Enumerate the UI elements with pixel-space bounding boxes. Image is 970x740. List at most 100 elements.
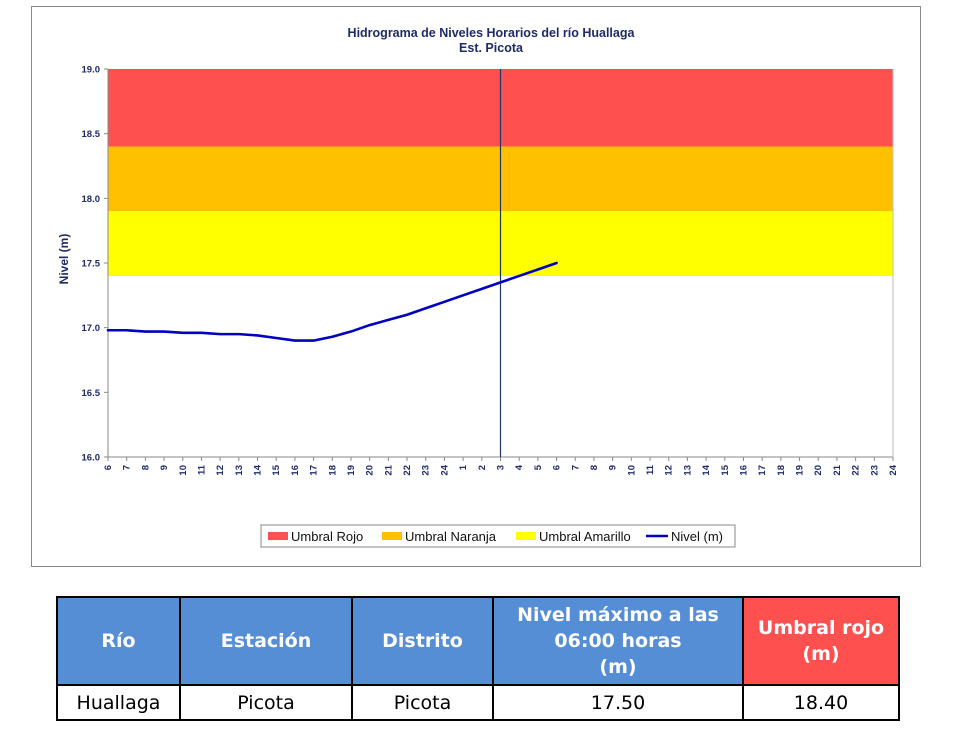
data-point [462,294,464,297]
x-tick-label: 6 [552,465,563,470]
x-tick-label: 3 [496,465,507,470]
x-tick-label: 12 [664,465,675,476]
x-tick-label: 13 [234,465,245,476]
data-point [294,339,296,342]
x-tick-label: 14 [253,464,264,475]
x-tick-label: 21 [832,464,843,475]
x-tick-label: 15 [271,464,282,475]
legend-label-2: Umbral Amarillo [539,529,631,544]
x-tick-label: 12 [215,465,226,476]
x-tick-label: 22 [851,465,862,476]
table-header-row: Río Estación Distrito Nivel máximo a las… [56,596,900,686]
data-point [256,334,259,337]
data-point [331,335,334,338]
x-tick-label: 16 [290,465,301,476]
x-tick-label: 17 [757,465,768,476]
legend-label-3: Nivel (m) [671,529,723,544]
x-tick-label: 17 [309,465,320,476]
x-tick-label: 8 [140,465,151,470]
data-point [481,288,483,290]
x-tick-label: 10 [178,465,189,476]
x-tick-label: 4 [514,464,525,470]
table-row: Huallaga Picota Picota 17.50 18.40 [56,684,900,721]
y-tick-label: 16.5 [82,388,101,399]
data-point [424,307,427,310]
y-tick-label: 16.0 [82,453,101,464]
header-umbral-line-2: (m) [802,643,840,665]
x-tick-label: 6 [103,465,114,470]
x-tick-label: 13 [682,465,693,476]
x-tick-label: 24 [439,464,450,475]
header-distrito-text: Distrito [382,630,463,652]
data-point [499,281,502,284]
header-umbral-line-1: Umbral rojo [757,617,885,639]
x-tick-label: 20 [365,465,376,476]
x-tick-label: 2 [477,465,488,470]
data-point [368,324,371,326]
data-point [312,339,315,342]
cell-nivel-maximo: 17.50 [492,684,744,721]
cell-estacion: Picota [179,684,353,721]
x-tick-label: 22 [402,465,413,476]
header-nivel-line-2: 06:00 horas [554,630,682,652]
x-tick-label: 20 [813,465,824,476]
header-rio-text: Río [101,630,136,652]
data-point [406,313,408,316]
chart-title: Hidrograma de Niveles Horarios del río H… [348,26,636,40]
x-tick-label: 19 [346,465,357,476]
data-point [518,275,520,277]
cell-umbral-rojo: 18.40 [742,684,900,721]
chart-frame: 19.0 18.5 18.0 17.5 17.0 16.5 16.0 6 7 8 9 10 11 12 13… [31,6,921,567]
y-tick-label: 18.5 [82,129,101,140]
header-estacion-text: Estación [220,630,312,652]
x-tick-label: 10 [626,465,637,476]
data-point [537,268,539,271]
legend-swatch-1 [382,532,402,540]
data-point [181,332,184,334]
x-tick-label: 7 [122,465,133,470]
x-tick-label: 23 [421,465,432,476]
y-tick-label: 17.0 [82,323,101,334]
x-tick-label: 19 [795,465,806,476]
header-rio: Río [56,596,181,686]
x-tick-label: 8 [589,465,600,470]
legend-label-1: Umbral Naranja [405,529,497,544]
x-tick-label: 11 [645,464,656,475]
header-estacion: Estación [179,596,353,686]
x-tick-label: 14 [701,464,712,475]
x-tick-label: 18 [327,465,338,476]
legend-label-0: Umbral Rojo [291,529,363,544]
header-umbral-rojo: Umbral rojo (m) [742,596,900,686]
summary-table: Río Estación Distrito Nivel máximo a las… [56,596,900,721]
cell-rio: Huallaga [56,684,181,721]
x-tick-label: 16 [738,465,749,476]
header-nivel-line-3: (m) [599,656,637,678]
x-tick-label: 15 [720,464,731,475]
chart-subtitle: Est. Picota [459,41,524,55]
legend-swatch-2 [516,532,536,540]
header-distrito: Distrito [351,596,494,686]
data-point [275,337,278,339]
header-nivel-maximo: Nivel máximo a las 06:00 horas (m) [492,596,744,686]
y-tick-label: 19.0 [82,65,101,76]
x-tick-label: 18 [776,465,787,476]
data-point [125,329,128,332]
data-point [219,333,221,335]
data-point [107,329,109,332]
y-tick-label: 18.0 [82,194,101,205]
legend-box [260,524,736,548]
data-point [144,330,147,333]
legend-swatch-0 [268,532,288,540]
x-tick-label: 1 [458,464,469,470]
data-point [350,330,352,333]
data-point [238,333,240,335]
x-tick-label: 5 [533,464,544,470]
x-tick-label: 11 [196,464,207,475]
data-point [200,332,203,334]
x-tick-label: 23 [869,465,880,476]
data-point [163,330,165,333]
data-point [387,319,390,321]
data-point [443,301,446,303]
x-tick-label: 9 [608,465,619,470]
x-tick-label: 24 [888,464,899,475]
